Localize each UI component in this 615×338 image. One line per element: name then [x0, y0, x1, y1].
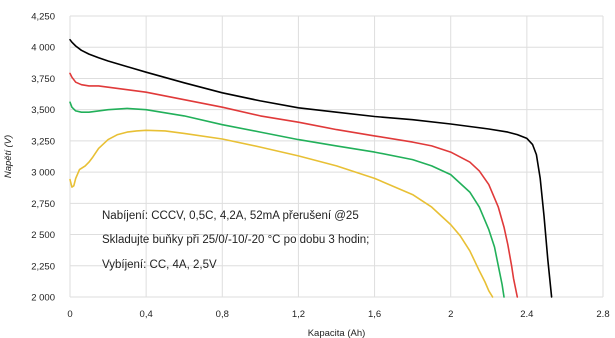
- x-tick-label: 2.4: [520, 309, 533, 320]
- x-tick-label: 1,6: [368, 309, 381, 320]
- y-tick-label: 2 000: [31, 293, 55, 304]
- y-tick-label: 2 500: [31, 230, 55, 241]
- y-axis-title: Napětí (V): [3, 135, 14, 178]
- series-line-3: [69, 101, 505, 298]
- annotation-line-1: Nabíjení: CCCV, 0,5C, 4,2A, 52mA přeruše…: [102, 210, 359, 222]
- x-tick-label: 1,2: [292, 309, 305, 320]
- grid: [69, 15, 604, 298]
- x-tick-label: 0,8: [216, 309, 229, 320]
- y-tick-label: 4,250: [31, 12, 55, 23]
- y-tick-label: 3,750: [31, 74, 55, 85]
- y-tick-label: 3 000: [31, 168, 55, 179]
- series-layer: [69, 38, 553, 298]
- annotation-line-3: Vybíjení: CC, 4A, 2,5V: [102, 259, 217, 271]
- series-line-2: [69, 72, 519, 298]
- y-tick-label: 2,750: [31, 199, 55, 210]
- x-axis-title: Kapacita (Ah): [308, 328, 366, 338]
- x-tick-label: 0: [67, 309, 72, 320]
- y-tick-label: 3,500: [31, 105, 55, 116]
- series-line-1: [69, 38, 553, 298]
- y-tick-label: 2,250: [31, 261, 55, 272]
- y-tick-label: 4 000: [31, 43, 55, 54]
- y-tick-labels: 2 000 2,250 2 500 2,750 3 000 3,250 3,500 3,750…: [31, 12, 55, 304]
- x-tick-label: 0,4: [140, 309, 153, 320]
- series-line-4: [69, 129, 494, 298]
- x-tick-labels: 0 0,4 0,8 1,2 1,6 2 2.4 2.8: [67, 309, 609, 320]
- y-tick-label: 3,250: [31, 136, 55, 147]
- annotation-line-2: Skladujte buňky při 25/0/-10/-20 °C po d…: [102, 234, 369, 246]
- annotations: Nabíjení: CCCV, 0,5C, 4,2A, 52mA přeruše…: [102, 210, 369, 271]
- x-tick-label: 2: [448, 309, 453, 320]
- x-tick-label: 2.8: [596, 309, 609, 320]
